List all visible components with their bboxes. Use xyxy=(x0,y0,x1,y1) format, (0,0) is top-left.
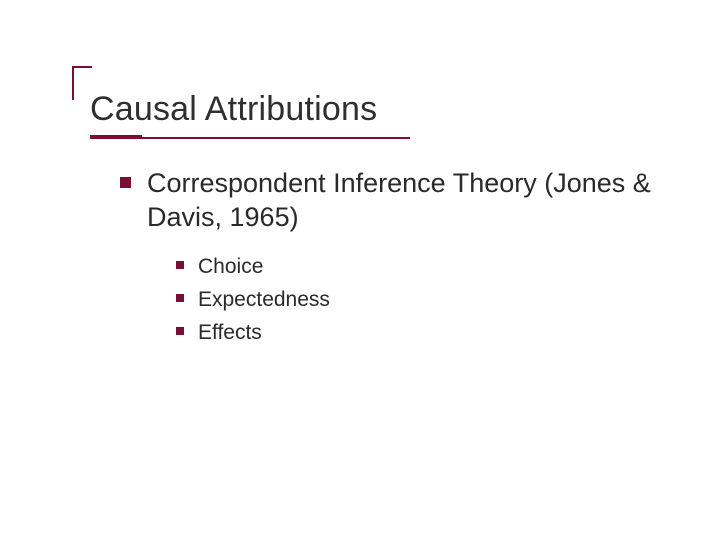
slide-title: Causal Attributions xyxy=(90,90,690,129)
list-item-text: Choice xyxy=(198,253,263,280)
list-item-text: Correspondent Inference Theory (Jones & … xyxy=(147,167,690,235)
square-bullet-icon xyxy=(176,261,184,269)
square-bullet-icon xyxy=(176,327,184,335)
title-block: Causal Attributions xyxy=(90,90,690,139)
list-item-text: Effects xyxy=(198,319,262,346)
list-item: Correspondent Inference Theory (Jones & … xyxy=(120,167,690,235)
list-item: Effects xyxy=(176,319,690,346)
list-item: Choice xyxy=(176,253,690,280)
slide: Causal Attributions Correspondent Infere… xyxy=(0,0,720,540)
corner-tick-decoration xyxy=(72,66,92,100)
title-underline xyxy=(90,135,690,139)
list-item-text: Expectedness xyxy=(198,286,330,313)
list-item: Expectedness xyxy=(176,286,690,313)
slide-body: Correspondent Inference Theory (Jones & … xyxy=(90,167,690,346)
square-bullet-icon xyxy=(176,294,184,302)
sublist: Choice Expectedness Effects xyxy=(120,253,690,347)
square-bullet-icon xyxy=(120,177,131,188)
underline-long xyxy=(142,137,410,139)
underline-short xyxy=(90,135,142,139)
